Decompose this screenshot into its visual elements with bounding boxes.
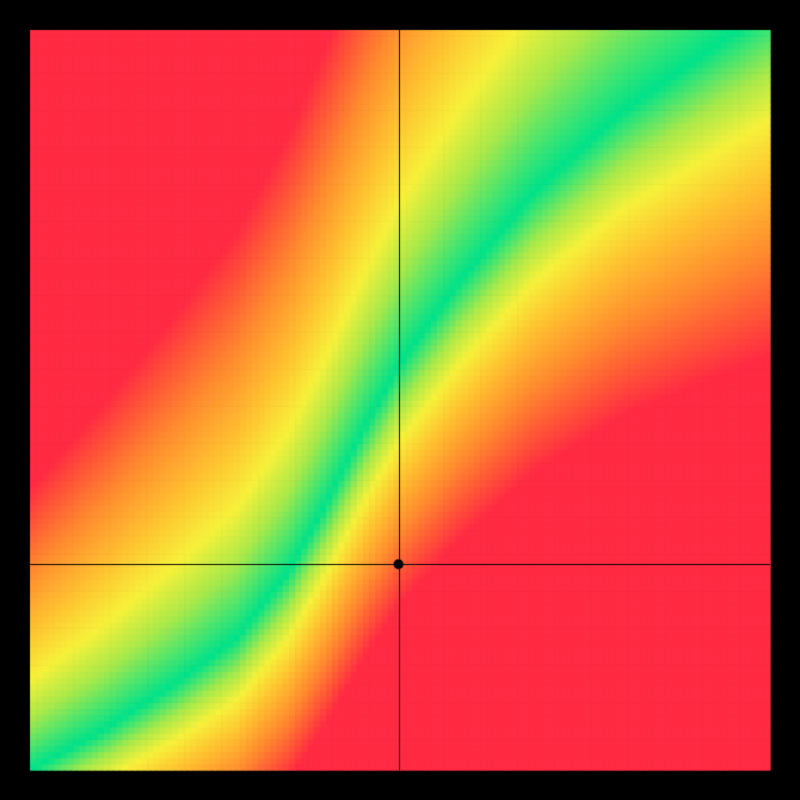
chart-container: TheBottleneck.com [0, 0, 800, 800]
bottleneck-heatmap [0, 0, 800, 800]
